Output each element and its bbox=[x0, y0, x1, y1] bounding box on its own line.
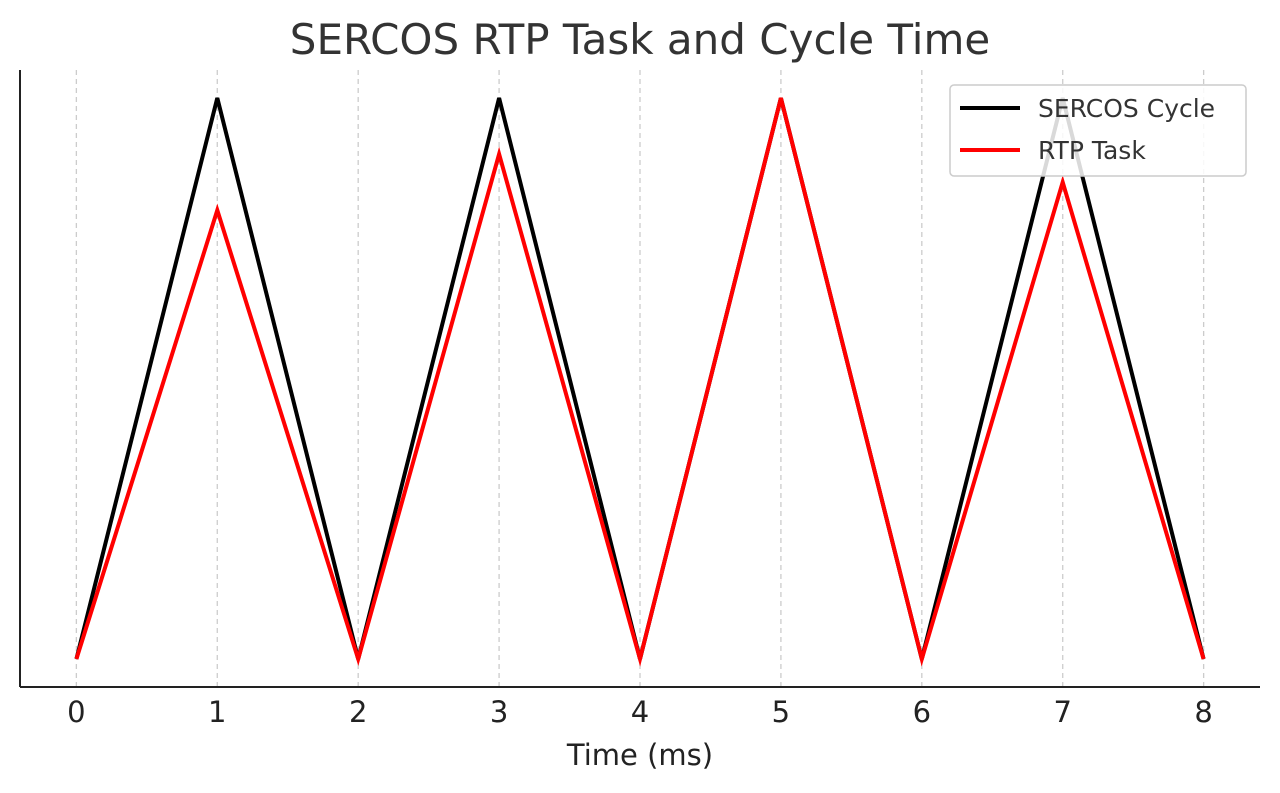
legend-label: SERCOS Cycle bbox=[1038, 94, 1215, 123]
x-tick-label: 2 bbox=[349, 695, 367, 729]
x-tick-label: 0 bbox=[67, 695, 85, 729]
series-line-rtp-task bbox=[74, 97, 1206, 667]
chart-title: SERCOS RTP Task and Cycle Time bbox=[290, 15, 990, 64]
legend-box bbox=[949, 84, 1247, 177]
x-tick-label: 3 bbox=[490, 695, 508, 729]
plot-area bbox=[74, 97, 1206, 667]
x-tick-label: 7 bbox=[1054, 695, 1072, 729]
x-tick-label: 5 bbox=[772, 695, 790, 729]
legend: SERCOS Cycle RTP Task bbox=[949, 84, 1247, 177]
x-tick-label: 8 bbox=[1194, 695, 1212, 729]
x-axis-label: Time (ms) bbox=[566, 738, 713, 772]
x-axis-ticks: 0 1 2 3 4 5 6 7 8 bbox=[67, 695, 1213, 729]
legend-label: RTP Task bbox=[1038, 136, 1146, 165]
x-tick-label: 4 bbox=[631, 695, 649, 729]
x-tick-label: 6 bbox=[913, 695, 931, 729]
grid bbox=[75, 70, 1205, 687]
x-tick-label: 1 bbox=[208, 695, 226, 729]
